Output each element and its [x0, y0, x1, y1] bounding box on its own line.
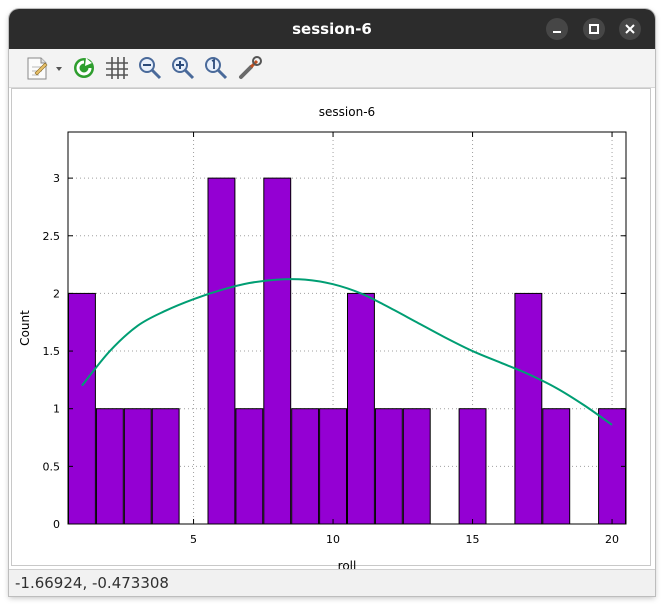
plot-area[interactable]: 0 0.5 1 1.5 2 2.5 3 5 10 15 20 session-6 roll Coun…	[9, 88, 655, 569]
export-button[interactable]	[23, 55, 67, 81]
status-bar: -1.66924, -0.473308	[9, 569, 655, 596]
x-axis-label: roll	[338, 559, 357, 569]
y-tick-label: 2.5	[43, 230, 61, 243]
app-window: session-6	[9, 9, 655, 596]
x-tick-label: 5	[190, 533, 197, 546]
replot-icon	[74, 58, 94, 78]
x-tick-label: 20	[605, 533, 619, 546]
zoom-in-icon	[172, 57, 195, 80]
minimize-icon	[553, 31, 561, 33]
minimize-button[interactable]	[546, 18, 568, 40]
zoom-in-button[interactable]	[170, 55, 196, 81]
settings-button[interactable]	[237, 55, 263, 81]
histogram-bar	[291, 408, 320, 525]
maximize-button[interactable]	[583, 18, 605, 40]
density-curve-line	[81, 278, 613, 426]
toolbar	[9, 49, 655, 88]
histogram-bar	[151, 408, 180, 525]
replot-button[interactable]	[71, 55, 97, 81]
close-button[interactable]	[619, 18, 641, 40]
histogram-bar	[374, 408, 403, 525]
axes-box	[67, 131, 627, 525]
histogram-chart: 0 0.5 1 1.5 2 2.5 3 5 10 15 20 session-6 roll Coun…	[18, 105, 627, 569]
settings-wrench-icon	[239, 56, 262, 79]
zoom-out-button[interactable]	[137, 55, 163, 81]
grid-icon	[106, 57, 128, 79]
y-tick-label: 1	[53, 403, 60, 416]
y-tick-label: 2	[53, 287, 60, 300]
y-tick-label: 1.5	[43, 345, 61, 358]
chart-title: session-6	[319, 105, 375, 119]
close-icon	[625, 24, 635, 34]
plot-frame	[11, 88, 651, 566]
histogram-bar	[95, 408, 124, 525]
histogram-bar	[402, 408, 431, 525]
x-tick-label: 15	[466, 533, 480, 546]
export-document-icon	[27, 57, 62, 80]
histogram-bar	[207, 177, 236, 525]
zoom-out-icon	[139, 57, 162, 80]
cursor-coordinates: -1.66924, -0.473308	[15, 574, 169, 592]
ticks: 0 0.5 1 1.5 2 2.5 3 5 10 15 20	[43, 132, 626, 546]
y-axis-label: Count	[18, 310, 32, 346]
histogram-bar	[123, 408, 152, 525]
histogram-bar	[542, 408, 571, 525]
maximize-icon	[589, 24, 599, 34]
histogram-bar	[235, 408, 264, 525]
y-tick-label: 3	[53, 172, 60, 185]
histogram-bar	[263, 177, 292, 525]
y-tick-label: 0.5	[43, 460, 61, 473]
bars	[68, 177, 626, 525]
x-tick-label: 10	[326, 533, 340, 546]
window-title: session-6	[292, 20, 372, 38]
grid-button[interactable]	[104, 55, 130, 81]
density-curve	[81, 278, 613, 426]
zoom-reset-icon	[205, 57, 228, 80]
histogram-bar	[514, 292, 543, 525]
histogram-bar	[319, 408, 348, 525]
title-bar: session-6	[9, 9, 655, 49]
zoom-reset-button[interactable]	[203, 55, 229, 81]
y-tick-label: 0	[53, 518, 60, 531]
histogram-bar	[458, 408, 487, 525]
histogram-bar	[347, 292, 375, 525]
